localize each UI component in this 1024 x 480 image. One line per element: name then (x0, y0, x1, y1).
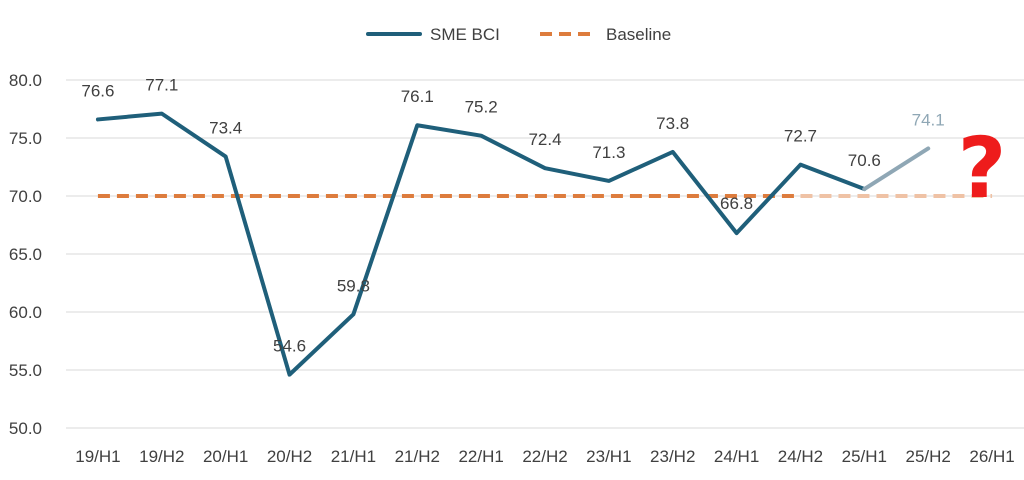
data-label: 77.1 (145, 76, 178, 95)
data-label: 73.4 (209, 119, 242, 138)
legend-label-sme-bci: SME BCI (430, 25, 500, 44)
data-label: 76.6 (81, 81, 114, 100)
data-label: 71.3 (592, 143, 625, 162)
series-line-projected (862, 146, 931, 192)
data-label: 54.6 (273, 337, 306, 356)
question-mark-annotation: ? (958, 119, 1007, 217)
x-tick-label: 21/H2 (395, 447, 440, 466)
data-label: 72.4 (528, 130, 561, 149)
data-label: 76.1 (401, 87, 434, 106)
x-tick-label: 23/H2 (650, 447, 695, 466)
x-tick-label: 23/H1 (586, 447, 631, 466)
x-tick-label: 22/H2 (522, 447, 567, 466)
data-label: 59.8 (337, 276, 370, 295)
data-label: 75.2 (465, 98, 498, 117)
data-label: 70.6 (848, 151, 881, 170)
x-tick-label: 26/H1 (969, 447, 1014, 466)
x-tick-label: 24/H2 (778, 447, 823, 466)
y-tick-label: 60.0 (9, 303, 42, 322)
x-axis-tick-labels: 19/H1 19/H2 20/H1 20/H2 21/H1 21/H2 22/H1 22/H2… (75, 447, 1015, 466)
y-tick-label: 75.0 (9, 129, 42, 148)
y-tick-label: 70.0 (9, 187, 42, 206)
x-tick-label: 19/H1 (75, 447, 120, 466)
data-label: 74.1 (912, 110, 945, 129)
y-axis-tick-labels: 50.0 55.0 60.0 65.0 70.0 75.0 80.0 (9, 71, 42, 438)
series-line-sme-bci (95, 111, 867, 377)
y-tick-label: 50.0 (9, 419, 42, 438)
x-tick-label: 20/H1 (203, 447, 248, 466)
y-tick-label: 80.0 (9, 71, 42, 90)
y-tick-label: 55.0 (9, 361, 42, 380)
data-label: 66.8 (720, 194, 753, 213)
x-tick-label: 20/H2 (267, 447, 312, 466)
x-tick-label: 25/H2 (906, 447, 951, 466)
data-label: 72.7 (784, 127, 817, 146)
y-tick-label: 65.0 (9, 245, 42, 264)
legend-label-baseline: Baseline (606, 25, 671, 44)
series-lines (95, 111, 993, 377)
legend: SME BCI Baseline (366, 25, 671, 44)
data-label: 73.8 (656, 114, 689, 133)
x-tick-label: 24/H1 (714, 447, 759, 466)
x-tick-label: 22/H1 (458, 447, 503, 466)
x-tick-label: 25/H1 (842, 447, 887, 466)
x-tick-label: 19/H2 (139, 447, 184, 466)
x-tick-label: 21/H1 (331, 447, 376, 466)
data-labels: 76.6 77.1 73.4 54.6 59.8 76.1 75.2 72.4 71.3 73.8… (81, 76, 944, 356)
